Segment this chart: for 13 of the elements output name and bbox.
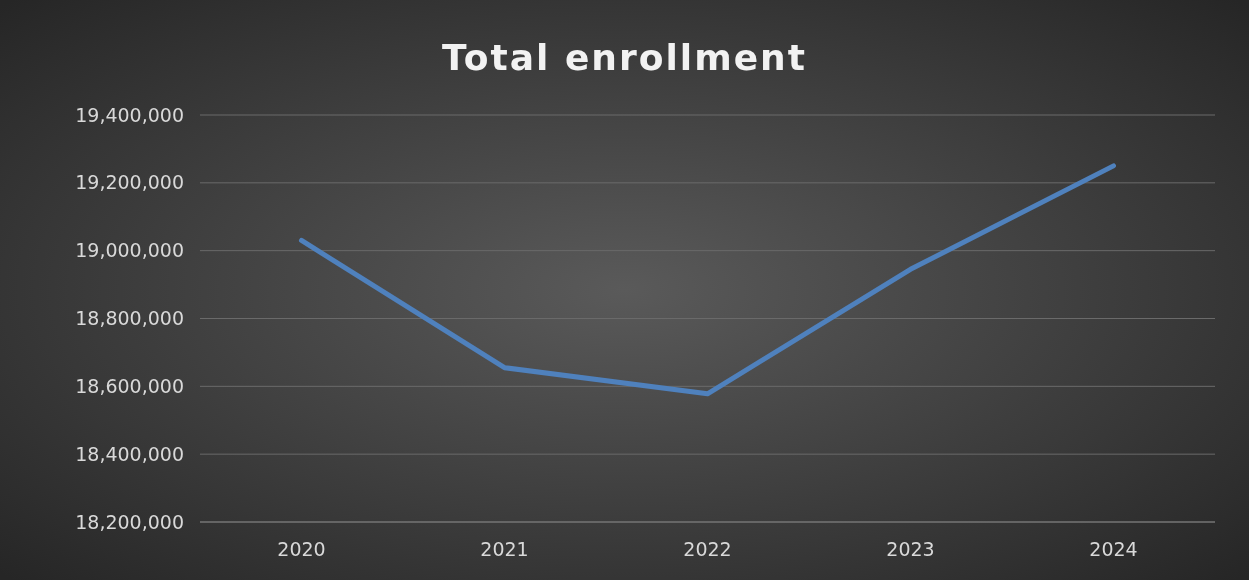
x-tick-label: 2020 [277,538,326,560]
y-tick-label: 19,400,000 [75,103,184,126]
y-tick-label: 18,800,000 [75,307,184,330]
y-tick-label: 18,200,000 [75,510,184,533]
y-tick-label: 18,600,000 [75,374,184,397]
y-tick-label: 19,200,000 [75,171,184,194]
x-tick-label: 2022 [683,538,732,560]
x-tick-label: 2024 [1089,538,1138,560]
y-tick-label: 18,400,000 [75,442,184,465]
x-tick-label: 2023 [886,538,935,560]
chart-title: Total enrollment [442,37,807,78]
y-tick-label: 19,000,000 [75,239,184,262]
x-tick-label: 2021 [480,538,529,560]
